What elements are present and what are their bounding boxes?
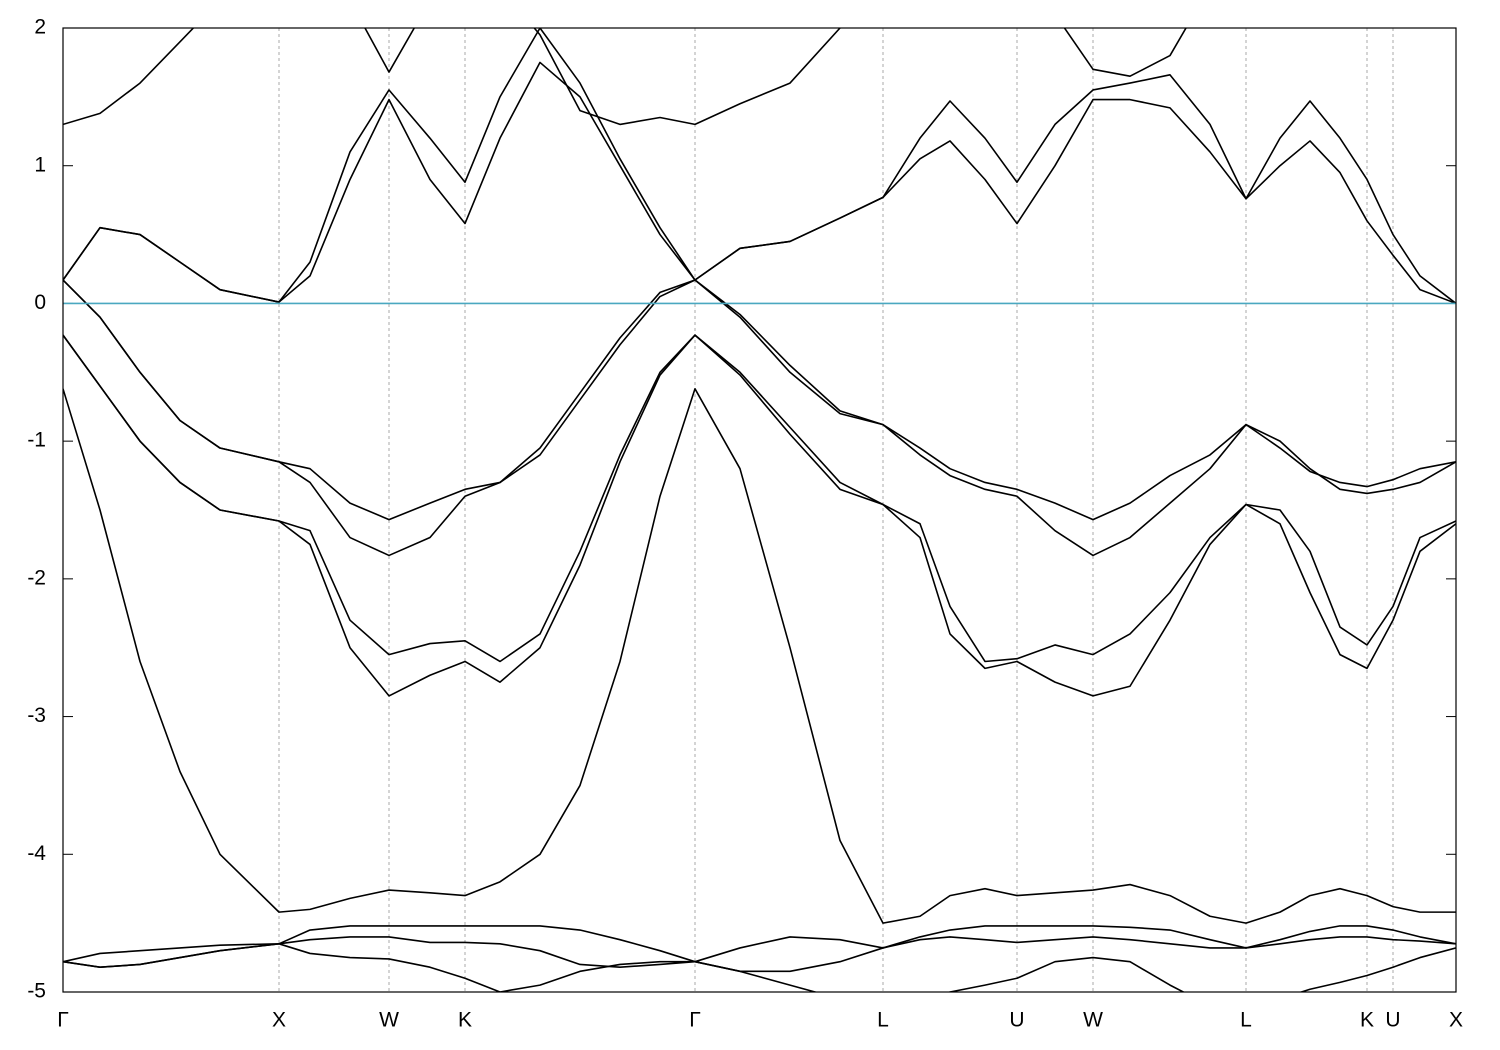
plot-frame bbox=[62, 27, 1457, 993]
x-tick-label: K bbox=[458, 1009, 472, 1032]
band-line bbox=[63, 925, 1456, 973]
y-tick-label: -3 bbox=[27, 704, 46, 727]
x-tick-label: X bbox=[272, 1009, 286, 1032]
y-tick-label: 1 bbox=[34, 153, 46, 176]
band-line bbox=[63, 28, 1187, 126]
band-line bbox=[63, 943, 1456, 992]
x-tick-label: W bbox=[379, 1009, 399, 1032]
y-tick-label: -5 bbox=[27, 980, 46, 1003]
band-line bbox=[63, 28, 1456, 305]
x-tick-label: L bbox=[877, 1009, 889, 1032]
y-tick-label: -2 bbox=[27, 566, 46, 589]
band-line bbox=[63, 936, 1456, 969]
x-tick-label: U bbox=[1385, 1009, 1400, 1032]
x-tick-label: L bbox=[1240, 1009, 1252, 1032]
plot-area bbox=[63, 28, 1456, 992]
y-tick-label: 0 bbox=[34, 291, 46, 314]
x-tick-label: W bbox=[1083, 1009, 1103, 1032]
band-line bbox=[63, 388, 1456, 924]
y-tick-label: -1 bbox=[27, 429, 46, 452]
y-tick-label: 2 bbox=[34, 16, 46, 39]
x-tick-label: X bbox=[1449, 1009, 1463, 1032]
y-tick-label: -4 bbox=[27, 842, 46, 865]
x-tick-label: K bbox=[1360, 1009, 1374, 1032]
band-line bbox=[63, 279, 1456, 557]
band-line bbox=[63, 334, 1456, 663]
x-tick-label: Γ bbox=[57, 1009, 69, 1032]
band-line bbox=[63, 279, 1456, 521]
band-line bbox=[63, 334, 1456, 697]
x-tick-label: Γ bbox=[689, 1009, 701, 1032]
x-tick-label: U bbox=[1009, 1009, 1024, 1032]
